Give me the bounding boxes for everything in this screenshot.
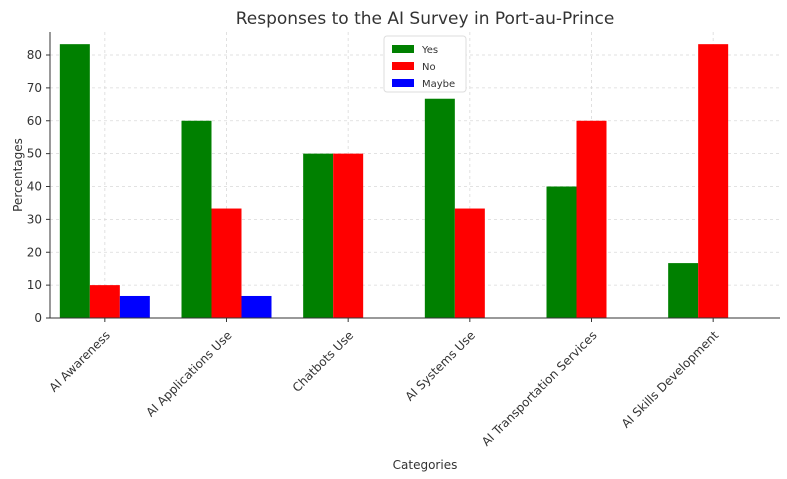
bar-no (333, 153, 364, 318)
y-tick-label: 10 (27, 278, 42, 292)
bar-no (576, 120, 607, 318)
y-tick-label: 30 (27, 212, 42, 226)
x-tick-label: AI Awareness (46, 328, 112, 394)
bar-maybe (119, 295, 150, 318)
bar-no (698, 44, 729, 319)
legend-label-no: No (422, 62, 436, 73)
x-tick-label: AI Applications Use (143, 328, 234, 419)
x-tick-label: AI Skills Development (619, 328, 722, 431)
x-tick-label: AI Transportation Services (479, 328, 600, 449)
bar-no (454, 208, 485, 318)
y-tick-label: 0 (34, 311, 42, 325)
y-axis-label: Percentages (11, 138, 25, 212)
bar-maybe (241, 295, 272, 318)
legend-label-yes: Yes (421, 45, 438, 56)
bar-no (211, 208, 242, 318)
y-tick-label: 80 (27, 48, 42, 62)
x-axis-label: Categories (393, 458, 458, 472)
bar-yes (181, 120, 212, 318)
legend-swatch-yes (392, 45, 414, 53)
bar-yes (546, 186, 577, 318)
bar-yes (59, 44, 90, 319)
bars (59, 44, 729, 319)
y-tick-label: 50 (27, 147, 42, 161)
legend-swatch-maybe (392, 79, 414, 87)
bar-yes (424, 98, 455, 318)
y-tick-label: 70 (27, 81, 42, 95)
legend-label-maybe: Maybe (422, 79, 455, 90)
legend-swatch-no (392, 62, 414, 70)
grid-lines (50, 32, 780, 319)
axes (46, 32, 780, 322)
legend: Yes No Maybe (383, 35, 467, 93)
x-tick-label: AI Systems Use (402, 328, 478, 404)
y-tick-label: 20 (27, 245, 42, 259)
y-tick-label: 60 (27, 114, 42, 128)
bar-no (89, 285, 120, 318)
y-tick-label: 40 (27, 180, 42, 194)
x-tick-label: Chatbots Use (290, 328, 357, 395)
bar-yes (668, 263, 699, 318)
tick-labels: 0 10 20 30 40 50 60 70 80 AI Awareness AI Applicat… (27, 48, 722, 449)
chart-title: Responses to the AI Survey in Port-au-Pr… (236, 9, 615, 29)
bar-yes (303, 153, 334, 318)
